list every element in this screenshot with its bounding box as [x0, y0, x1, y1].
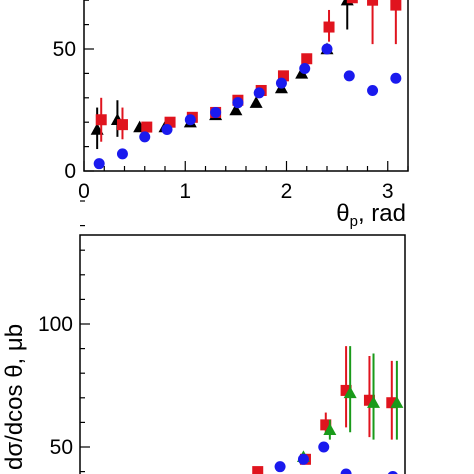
top-circle-point: [139, 131, 151, 143]
top-square-point: [301, 53, 313, 65]
top-data-series: [90, 0, 402, 170]
top-plot-frame: [83, 0, 409, 172]
bottom-square-point: [386, 397, 398, 409]
top-tick-labels: 0 1 2 3 0 50: [53, 38, 394, 203]
bottom-y-tick-label: 50: [50, 436, 73, 459]
top-y-tick-label: 50: [53, 38, 76, 61]
bottom-circle-point: [318, 441, 330, 453]
top-circle-point: [210, 106, 222, 118]
top-circle-point: [367, 84, 379, 96]
top-circle-point: [299, 63, 311, 75]
top-circle-point: [116, 148, 128, 160]
top-triangle-point: [229, 103, 243, 116]
top-square-point: [116, 119, 128, 131]
top-square-point: [323, 21, 335, 33]
bottom-circle-point: [340, 468, 352, 474]
bottom-axis-ticks: [80, 200, 90, 473]
top-square-point: [164, 116, 176, 128]
top-x-tick-label: 0: [78, 180, 90, 203]
bottom-square-point: [340, 384, 352, 396]
top-circle-point: [232, 97, 244, 109]
top-circle-point: [275, 77, 287, 89]
top-circle-point: [343, 70, 355, 82]
bottom-square-point: [252, 466, 264, 474]
bottom-y-tick-label: 100: [38, 313, 73, 336]
top-y-tick-label: 0: [64, 160, 76, 183]
top-square-point: [95, 114, 107, 126]
top-square-point: [367, 0, 379, 6]
bottom-tick-labels: 50 100: [38, 313, 73, 459]
top-circle-point: [161, 124, 173, 136]
top-x-tick-label: 3: [382, 180, 394, 203]
bottom-plot-frame: [79, 234, 406, 474]
bottom-data-series: [252, 346, 404, 474]
bottom-triangle-point: [367, 396, 381, 408]
top-circle-point: [321, 43, 333, 55]
top-square-point: [141, 121, 153, 133]
top-x-tick-label: 1: [179, 180, 191, 203]
top-x-axis-title: θp, rad: [336, 200, 406, 230]
top-square-point: [346, 0, 358, 4]
top-x-tick-label: 2: [281, 180, 293, 203]
bottom-square-point: [363, 394, 375, 406]
bottom-y-axis-title: dσ/dcos θ, μb: [1, 324, 28, 470]
top-circle-point: [253, 87, 265, 99]
top-circle-point: [390, 72, 402, 84]
top-panel: 0 1 2 3 0 50 θp, rad: [53, 0, 409, 230]
bottom-circle-point: [387, 471, 398, 474]
top-square-point: [277, 70, 289, 82]
bottom-square-point: [320, 419, 332, 431]
bottom-circle-point: [297, 453, 309, 465]
top-square-point: [390, 0, 402, 11]
bottom-circle-point: [274, 461, 286, 473]
top-triangle-point: [249, 96, 263, 108]
bottom-triangle-point: [390, 396, 404, 408]
bottom-triangle-point: [323, 423, 337, 435]
top-circle-point: [184, 114, 196, 126]
bottom-panel: 50 100 dσ/dcos θ, μb: [1, 200, 406, 474]
top-circle-point: [93, 158, 105, 170]
top-axis-ticks: [83, 0, 409, 172]
bottom-triangle-point: [343, 386, 357, 399]
